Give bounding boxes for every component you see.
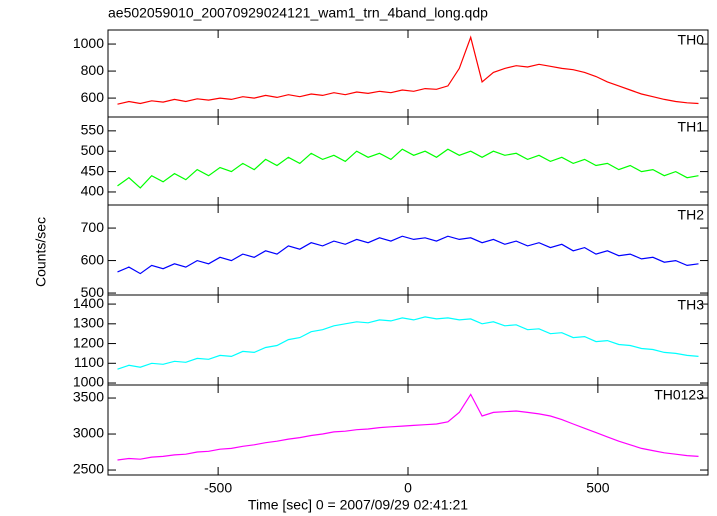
legend-label: TH2 xyxy=(678,207,705,223)
panel-frame xyxy=(107,116,709,206)
y-tick-label: 400 xyxy=(81,183,105,199)
y-tick-label: 3000 xyxy=(73,425,104,441)
y-tick-label: 700 xyxy=(81,219,105,235)
y-tick-label: 2500 xyxy=(73,461,104,477)
y-tick-label: 1200 xyxy=(73,334,104,350)
panel-frame xyxy=(107,204,709,296)
y-tick-label: 500 xyxy=(81,142,105,158)
x-tick-label: -500 xyxy=(204,480,232,496)
data-line xyxy=(117,148,699,189)
y-tick-label: 600 xyxy=(81,89,105,105)
chart-title: ae502059010_20070929024121_wam1_trn_4ban… xyxy=(108,5,488,21)
data-line xyxy=(117,235,699,275)
panel-frame xyxy=(107,384,709,476)
y-axis-label: Counts/sec xyxy=(33,217,49,287)
legend-label: TH0123 xyxy=(654,387,704,403)
y-tick-label: 450 xyxy=(81,162,105,178)
x-tick-label: 500 xyxy=(586,480,610,496)
data-line xyxy=(117,316,699,370)
y-tick-label: 500 xyxy=(81,284,105,300)
y-tick-label: 600 xyxy=(81,251,105,267)
y-tick-label: 1000 xyxy=(73,35,104,51)
data-line xyxy=(117,35,699,105)
y-tick-label: 800 xyxy=(81,62,105,78)
y-tick-label: 550 xyxy=(81,122,105,138)
y-tick-label: 1400 xyxy=(73,295,104,311)
y-tick-label: 1100 xyxy=(74,354,104,370)
panel-frame xyxy=(107,29,709,118)
y-tick-label: 1300 xyxy=(73,315,104,331)
y-tick-label: 1000 xyxy=(73,374,104,390)
data-line xyxy=(117,393,699,461)
y-tick-label: 3500 xyxy=(73,389,104,405)
legend-label: TH3 xyxy=(678,297,705,313)
panel-frame xyxy=(107,294,709,386)
legend-label: TH0 xyxy=(678,32,705,48)
legend-label: TH1 xyxy=(678,119,705,135)
x-tick-label: 0 xyxy=(404,480,412,496)
x-axis-label: Time [sec] 0 = 2007/09/29 02:41:21 xyxy=(248,497,468,513)
